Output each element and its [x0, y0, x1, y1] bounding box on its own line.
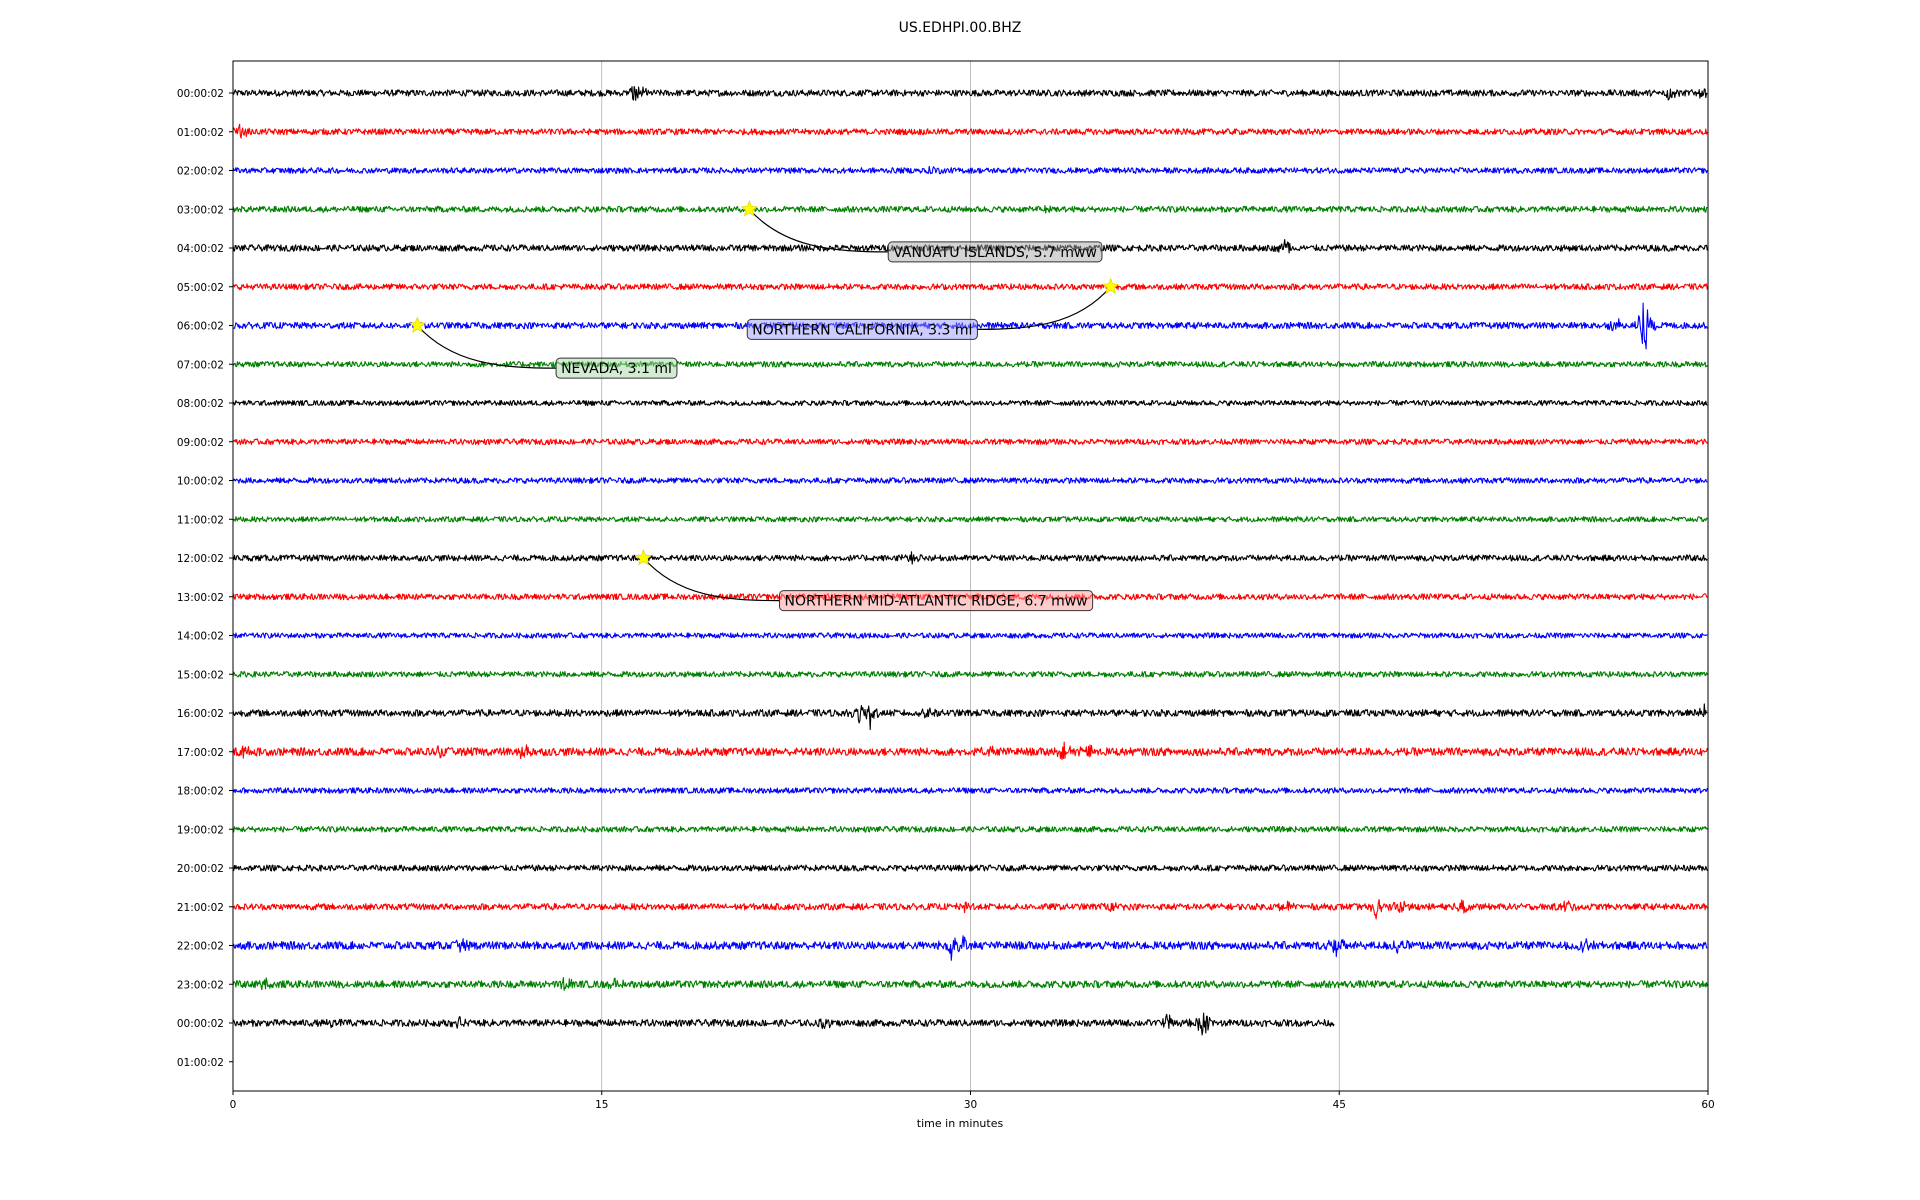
x-tick-label: 30 [964, 1099, 977, 1111]
y-tick-label: 17:00:02 [177, 747, 224, 759]
trace-row-17 [232, 741, 1708, 761]
y-tick-label: 06:00:02 [177, 321, 224, 333]
trace-row-14 [232, 632, 1708, 639]
x-tick-label: 15 [595, 1099, 608, 1111]
trace-row-21 [232, 898, 1708, 920]
trace-row-22 [232, 935, 1708, 961]
chart-title: US.EDHPI.00.BHZ [898, 20, 1022, 36]
trace-row-9 [232, 438, 1708, 446]
trace-row-23 [232, 977, 1708, 991]
y-tick-label: 02:00:02 [177, 166, 224, 178]
trace-row-5 [232, 283, 1708, 291]
y-tick-label: 14:00:02 [177, 631, 224, 643]
y-tick-label: 23:00:02 [177, 979, 224, 991]
trace-row-2 [232, 165, 1708, 175]
trace-row-20 [232, 864, 1708, 872]
y-tick-label: 05:00:02 [177, 282, 224, 294]
event-star-icon [408, 316, 427, 333]
trace-row-10 [232, 477, 1708, 484]
y-tick-label: 09:00:02 [177, 437, 224, 449]
y-tick-label: 07:00:02 [177, 359, 224, 371]
x-tick-label: 60 [1701, 1099, 1714, 1111]
annotation-label: NEVADA, 3.1 ml [561, 361, 672, 377]
y-tick-label: 04:00:02 [177, 243, 224, 255]
trace-row-12 [232, 551, 1708, 565]
trace-row-19 [232, 825, 1708, 833]
y-tick-label: 12:00:02 [177, 553, 224, 565]
annotation-box [887, 241, 1103, 263]
y-tick-label: 16:00:02 [177, 708, 224, 720]
y-tick-label: 15:00:02 [177, 669, 224, 681]
y-tick-label: 21:00:02 [177, 902, 224, 914]
annotation-box [555, 357, 678, 379]
annotation-connector [416, 325, 557, 369]
trace-row-0 [232, 85, 1708, 101]
trace-row-24 [232, 1012, 1335, 1036]
trace-row-1 [232, 123, 1708, 139]
event-star-icon [740, 200, 758, 217]
trace-row-15 [232, 670, 1708, 678]
trace-row-18 [232, 787, 1708, 794]
y-tick-label: 19:00:02 [177, 824, 224, 836]
y-tick-label: 00:00:02 [177, 1018, 224, 1030]
x-tick-label: 0 [230, 1099, 237, 1111]
y-tick-label: 18:00:02 [177, 786, 224, 798]
y-tick-label: 01:00:02 [177, 127, 224, 139]
y-tick-label: 10:00:02 [177, 476, 224, 488]
event-star-icon [1101, 277, 1120, 295]
y-tick-label: 13:00:02 [177, 592, 224, 604]
x-axis-label: time in minutes [916, 1117, 1004, 1130]
annotation-label: VANUATU ISLANDS, 5.7 mww [893, 245, 1097, 261]
y-tick-label: 20:00:02 [177, 863, 224, 875]
y-tick-label: 11:00:02 [177, 514, 224, 526]
annotation-connector [977, 286, 1112, 330]
annotation-box [779, 590, 1094, 612]
trace-row-16 [232, 703, 1708, 731]
y-tick-label: 01:00:02 [177, 1057, 224, 1069]
annotation-connector [643, 557, 780, 602]
event-star-icon [634, 548, 653, 566]
annotation-label: NORTHERN CALIFORNIA, 3.3 ml [752, 322, 972, 338]
annotation-connector [748, 208, 889, 253]
x-tick-label: 45 [1333, 1099, 1346, 1111]
y-tick-label: 00:00:02 [177, 88, 224, 100]
y-tick-label: 03:00:02 [177, 204, 224, 216]
annotation-label: NORTHERN MID-ATLANTIC RIDGE, 6.7 mww [785, 594, 1088, 610]
trace-row-11 [232, 516, 1708, 523]
trace-row-8 [232, 399, 1708, 407]
trace-row-3 [232, 204, 1708, 214]
y-tick-label: 22:00:02 [177, 941, 224, 953]
y-tick-label: 08:00:02 [177, 398, 224, 410]
trace-row-7 [232, 360, 1708, 368]
annotation-box [746, 318, 978, 340]
